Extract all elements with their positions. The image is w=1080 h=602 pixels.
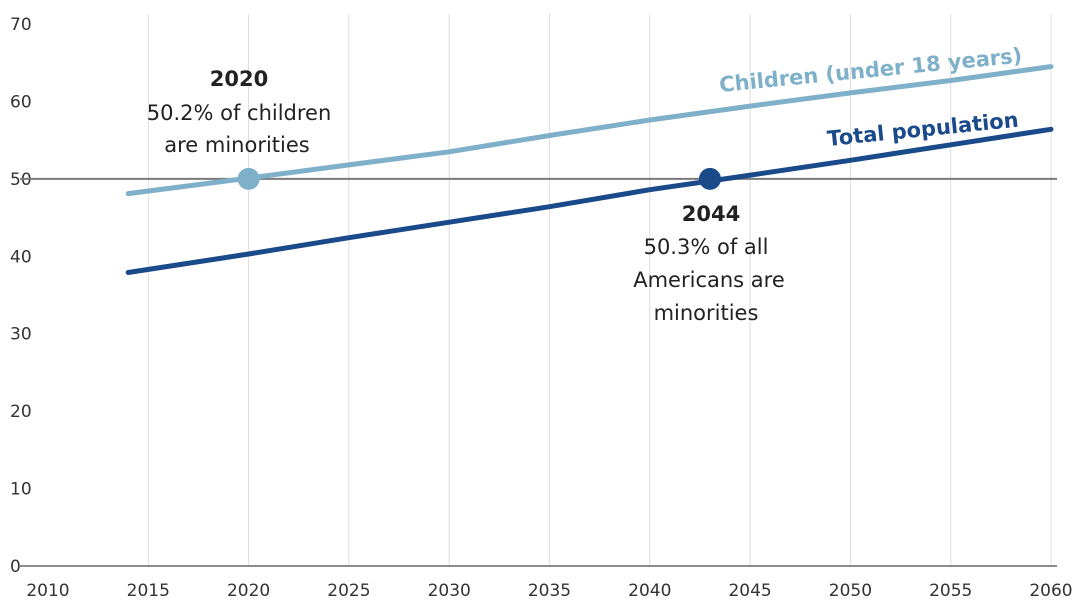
x-tick-2055: 2055	[929, 581, 972, 601]
x-tick-2050: 2050	[829, 581, 872, 601]
y-tick-30: 30	[10, 325, 32, 345]
annotation-2020: 2020 50.2% of children are minorities	[147, 67, 332, 157]
annotation-2044-year: 2044	[682, 202, 740, 226]
x-tick-2060: 2060	[1029, 581, 1072, 601]
y-tick-70: 70	[10, 15, 32, 35]
x-tick-2010: 2010	[26, 581, 69, 601]
highlight-points	[237, 167, 721, 190]
series-label-total: Total population	[826, 108, 1020, 151]
x-tick-2015: 2015	[127, 581, 170, 601]
y-tick-10: 10	[10, 480, 32, 500]
y-tick-60: 60	[10, 92, 32, 112]
x-tick-2035: 2035	[528, 581, 571, 601]
point-2044	[698, 167, 721, 190]
y-tick-0: 0	[10, 557, 21, 577]
annotation-2044-line-2: Americans are	[633, 268, 785, 292]
x-tick-2020: 2020	[227, 581, 270, 601]
annotation-2020-line-2: are minorities	[164, 133, 309, 157]
annotation-2044-line-3: minorities	[654, 301, 759, 325]
x-axis: 2010 2015 2020 2025 2030 2035 2040 2045 2050 2055…	[20, 565, 1073, 601]
grid	[147, 14, 1052, 566]
point-2020	[237, 167, 260, 190]
annotation-2044: 2044 50.3% of all Americans are minoriti…	[633, 202, 785, 325]
series-line-children	[125, 64, 1054, 197]
series-line-total	[125, 126, 1054, 275]
series-lines	[125, 64, 1054, 275]
x-tick-2025: 2025	[327, 581, 370, 601]
x-tick-2045: 2045	[728, 581, 771, 601]
annotation-2044-line-1: 50.3% of all	[644, 235, 769, 259]
annotation-2020-year: 2020	[210, 67, 268, 91]
y-tick-20: 20	[10, 402, 32, 422]
annotation-2020-line-1: 50.2% of children	[147, 101, 332, 125]
x-tick-2040: 2040	[628, 581, 671, 601]
y-tick-40: 40	[10, 247, 32, 267]
x-tick-2030: 2030	[428, 581, 471, 601]
